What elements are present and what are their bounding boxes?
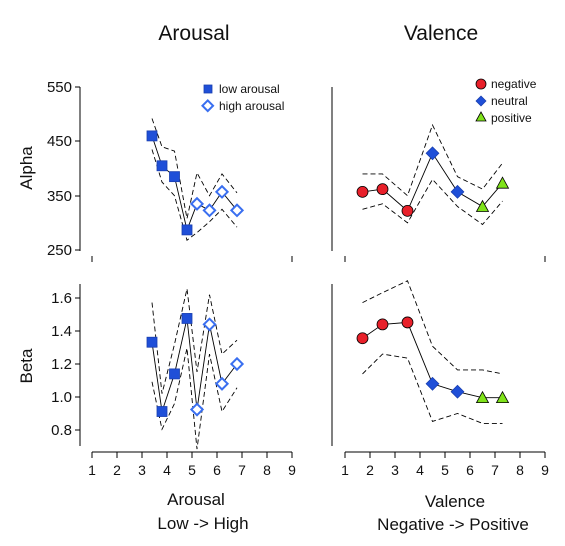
ci-upper-line: [362, 280, 503, 375]
xtick-label: 8: [263, 462, 271, 478]
axes-valence-alpha: [331, 87, 546, 262]
point-neutral: [450, 184, 465, 199]
xlabel-arousal: Arousal: [167, 490, 225, 509]
axes-arousal-alpha: [75, 86, 293, 262]
ytick-label: 250: [47, 242, 72, 259]
ytick-label: 1.4: [51, 323, 72, 340]
point-positive: [475, 390, 490, 404]
point-high-arousal: [202, 203, 217, 218]
ytick-label: 1.6: [51, 290, 72, 307]
legend-marker-negative: [475, 78, 487, 90]
xtick-label: 5: [188, 462, 196, 478]
point-high-arousal: [214, 184, 230, 199]
point-low-arousal: [169, 368, 180, 380]
ytick-label: 1.0: [51, 389, 72, 406]
xtick-label: 3: [138, 462, 146, 478]
xtick-label: 9: [288, 462, 296, 478]
point-high-arousal: [229, 356, 245, 372]
title-arousal: Arousal: [158, 22, 229, 45]
ci-upper-line: [362, 123, 503, 197]
point-low-arousal: [169, 171, 180, 183]
plot-layer: [146, 118, 510, 450]
point-low-arousal: [146, 336, 158, 348]
legend-marker-neutral: [475, 95, 487, 107]
point-positive: [475, 199, 490, 212]
point-high-arousal: [229, 203, 245, 218]
xtick-label: 1: [88, 462, 96, 478]
legend-label-high-arousal: high arousal: [219, 99, 284, 113]
ylabel-alpha: Alpha: [17, 146, 36, 190]
xlabel-valence: Valence: [425, 492, 485, 511]
xtick-label: 2: [113, 462, 121, 478]
ci-upper-line: [151, 118, 238, 219]
point-low-arousal: [146, 130, 158, 142]
ci-lower-line: [151, 149, 238, 241]
legend-marker-high-arousal: [201, 99, 215, 113]
point-neutral: [425, 376, 440, 391]
ytick-label: 0.8: [51, 422, 72, 439]
xtick-label: 9: [541, 462, 549, 478]
xtick-label: 7: [491, 462, 499, 478]
point-low-arousal: [181, 313, 193, 324]
point-negative: [401, 316, 414, 329]
xtick-label: 6: [213, 462, 221, 478]
title-valence: Valence: [404, 22, 478, 45]
ytick-label: 550: [47, 79, 72, 96]
ci-lower-line: [362, 178, 503, 226]
ci-lower-line: [362, 353, 503, 424]
point-positive: [495, 390, 510, 404]
xlabel-valence-direction: Negative -> Positive: [377, 515, 529, 534]
point-negative: [356, 332, 369, 345]
ci-lower-line: [151, 348, 238, 450]
point-neutral: [450, 384, 465, 399]
point-low-arousal: [181, 224, 193, 236]
xtick-label: 8: [516, 462, 524, 478]
point-negative: [376, 183, 389, 196]
xtick-label: 4: [416, 462, 424, 478]
point-high-arousal: [214, 376, 230, 391]
xtick-label: 3: [391, 462, 399, 478]
legend-valence: negative neutral positive: [475, 77, 537, 125]
legend-marker-positive: [475, 111, 487, 122]
xtick-label: 4: [163, 462, 171, 478]
legend-label-negative: negative: [491, 77, 537, 91]
ytick-label: 1.2: [51, 356, 72, 373]
xtick-label: 1: [341, 462, 349, 478]
point-negative: [401, 204, 414, 217]
point-low-arousal: [156, 406, 168, 417]
point-high-arousal: [189, 402, 205, 417]
xtick-label: 7: [238, 462, 246, 478]
xtick-label: 5: [441, 462, 449, 478]
legend-arousal: low arousal high arousal: [201, 82, 284, 113]
ytick-label: 450: [47, 133, 72, 150]
axes-valence-beta: [331, 284, 546, 458]
point-low-arousal: [156, 160, 168, 172]
legend-label-positive: positive: [491, 111, 532, 125]
point-negative: [356, 185, 369, 198]
point-negative: [376, 318, 389, 331]
ylabel-beta: Beta: [17, 348, 36, 384]
legend-label-neutral: neutral: [491, 94, 528, 108]
xlabel-arousal-direction: Low -> High: [157, 514, 248, 533]
point-high-arousal: [189, 196, 205, 211]
xtick-label: 2: [366, 462, 374, 478]
axes-arousal-beta: [75, 284, 293, 458]
point-positive: [495, 176, 510, 189]
ci-upper-line: [151, 288, 238, 394]
legend-marker-low-arousal: [203, 84, 213, 94]
point-neutral: [425, 146, 440, 161]
point-high-arousal: [202, 317, 217, 332]
ytick-label: 350: [47, 188, 72, 205]
mean-line: [151, 318, 238, 412]
legend-label-low-arousal: low arousal: [219, 82, 280, 96]
xtick-label: 6: [466, 462, 474, 478]
